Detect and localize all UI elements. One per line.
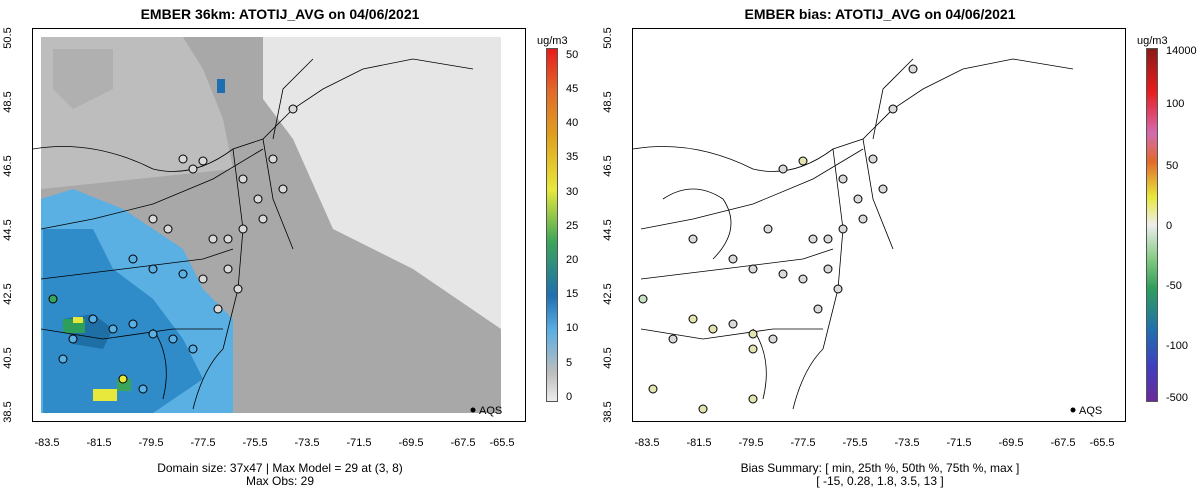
left-xtick: -77.5 <box>190 437 216 449</box>
right-xtick: -73.5 <box>894 437 920 449</box>
model-map-panel: EMBER 36km: ATOTIJ_AVG on 04/06/2021 <box>2 6 579 488</box>
left-footer-domain: Domain size: 37x47 | Max Model = 29 at (… <box>157 461 403 475</box>
left-xtick: -69.5 <box>398 437 424 449</box>
right-xtick: -75.5 <box>842 437 868 449</box>
right-ytick: 38.5 <box>602 401 614 423</box>
left-cb-label: 45 <box>566 83 579 95</box>
right-xtick: -67.5 <box>1050 437 1076 449</box>
right-cb-label: -500 <box>1166 392 1189 404</box>
right-xtick: -81.5 <box>686 437 712 449</box>
left-cb-label: 5 <box>566 357 573 369</box>
aqs-legend-marker <box>1070 407 1076 413</box>
left-colorbar <box>546 48 558 402</box>
right-map-canvas: AQS <box>633 29 1125 421</box>
left-map-title: EMBER 36km: ATOTIJ_AVG on 04/06/2021 <box>140 6 420 22</box>
left-xtick: -73.5 <box>294 437 320 449</box>
left-cb-label: 15 <box>566 288 579 300</box>
right-footer-bias-summary: Bias Summary: [ min, 25th %, 50th %, 75t… <box>740 461 1020 475</box>
right-cb-label: 14000 <box>1166 45 1197 57</box>
right-colorbar <box>1146 48 1158 402</box>
right-ytick: 40.5 <box>602 347 614 369</box>
left-cb-label: 10 <box>566 322 579 334</box>
bias-map-panel: EMBER bias: ATOTIJ_AVG on 04/06/2021 <box>600 0 1200 502</box>
bias-station-markers <box>638 64 918 414</box>
left-ytick: 48.5 <box>2 91 14 113</box>
left-ytick: 38.5 <box>2 401 14 423</box>
right-xtick: -65.5 <box>1089 437 1115 449</box>
right-cb-label: -100 <box>1166 340 1189 352</box>
right-xtick: -77.5 <box>790 437 816 449</box>
left-xtick: -75.5 <box>242 437 268 449</box>
boundary-lines <box>33 58 474 410</box>
left-xtick: -83.5 <box>34 437 60 449</box>
right-xtick: -71.5 <box>946 437 972 449</box>
right-ytick: 44.5 <box>602 219 614 241</box>
left-ytick: 44.5 <box>2 219 14 241</box>
left-xtick: -65.5 <box>489 437 515 449</box>
left-ytick: 50.5 <box>2 27 14 49</box>
right-cb-label: -50 <box>1166 280 1182 292</box>
right-footer-bias-values: [ -15, 0.28, 1.8, 3.5, 13 ] <box>816 474 944 488</box>
left-cb-label: 50 <box>566 49 579 61</box>
right-map-frame: AQS <box>632 28 1126 422</box>
left-ytick: 46.5 <box>2 155 14 177</box>
right-cb-label: 50 <box>1166 160 1179 172</box>
right-map-title: EMBER bias: ATOTIJ_AVG on 04/06/2021 <box>744 6 1016 22</box>
left-colorbar-unit: ug/m3 <box>537 35 568 47</box>
left-cb-label: 20 <box>566 254 579 266</box>
left-cb-label: 30 <box>566 186 579 198</box>
model-cell-peak <box>93 389 117 401</box>
right-colorbar-unit: ug/m3 <box>1137 35 1168 47</box>
left-footer-maxobs: Max Obs: 29 <box>245 474 315 488</box>
right-cb-label: 100 <box>1166 98 1185 110</box>
left-map-canvas: AQS <box>33 29 525 421</box>
right-xtick: -83.5 <box>634 437 660 449</box>
left-ytick: 42.5 <box>2 283 14 305</box>
aqs-legend-label: AQS <box>479 405 502 417</box>
model-cell-yellow <box>73 317 83 323</box>
left-xtick: -71.5 <box>346 437 372 449</box>
left-cb-label: 40 <box>566 117 579 129</box>
left-ytick: 40.5 <box>2 347 14 369</box>
left-cb-label: 0 <box>566 391 573 403</box>
boundary-lines <box>633 58 1074 410</box>
left-map-frame: AQS <box>32 28 526 422</box>
aqs-legend-marker <box>470 407 476 413</box>
right-cb-label: 0 <box>1166 220 1173 232</box>
right-xtick: -79.5 <box>738 437 764 449</box>
left-xtick: -81.5 <box>86 437 112 449</box>
right-ytick: 48.5 <box>602 91 614 113</box>
aqs-legend-label: AQS <box>1079 405 1102 417</box>
right-ytick: 46.5 <box>602 155 614 177</box>
right-ytick: 42.5 <box>602 283 614 305</box>
left-xtick: -67.5 <box>450 437 476 449</box>
right-ytick: 50.5 <box>602 27 614 49</box>
left-xtick: -79.5 <box>138 437 164 449</box>
right-xtick: -69.5 <box>998 437 1024 449</box>
left-cb-label: 25 <box>566 220 579 232</box>
left-cb-label: 35 <box>566 151 579 163</box>
station-markers <box>48 104 298 394</box>
